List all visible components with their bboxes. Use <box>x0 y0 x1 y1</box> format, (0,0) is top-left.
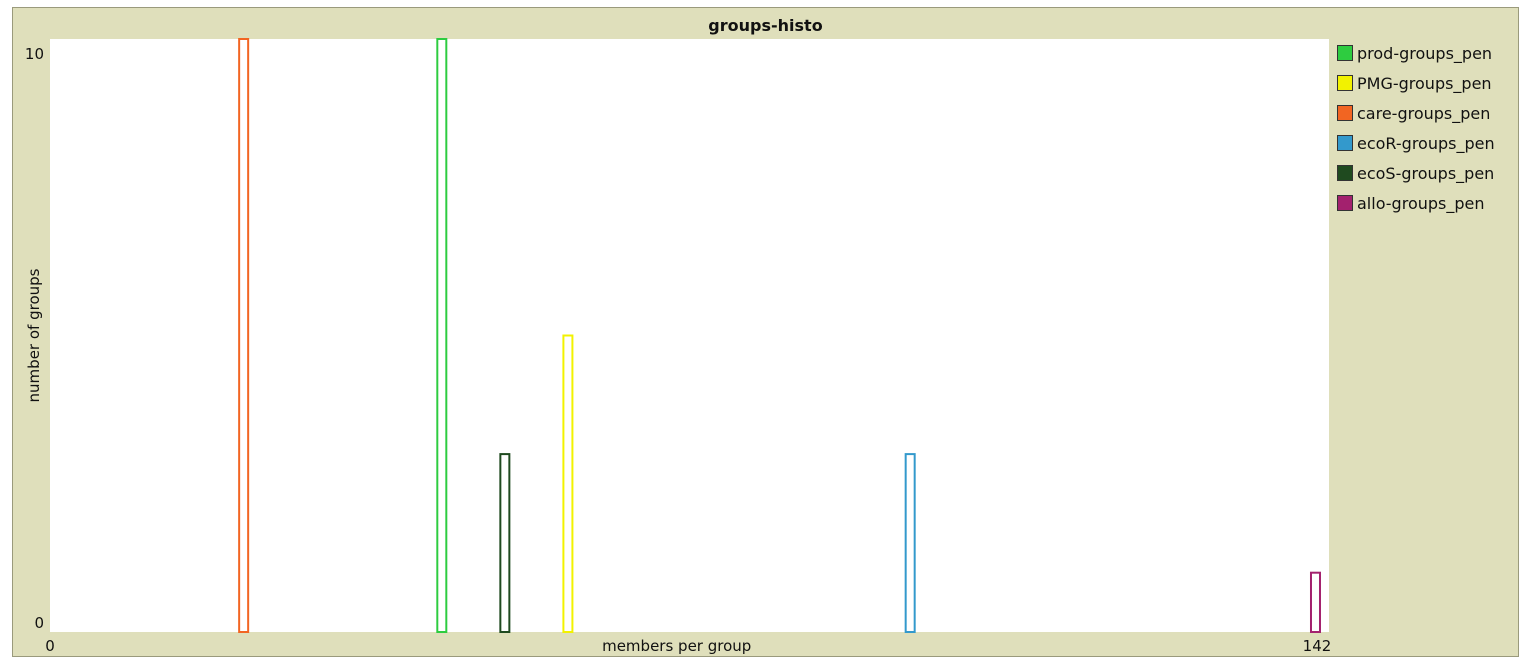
legend-label: ecoR-groups_pen <box>1357 133 1495 153</box>
legend-item: ecoR-groups_pen <box>1337 128 1495 158</box>
y-axis-label: number of groups <box>25 268 43 402</box>
x-axis-label: members per group <box>602 637 751 655</box>
legend-label: care-groups_pen <box>1357 103 1491 123</box>
legend-label: prod-groups_pen <box>1357 43 1493 63</box>
legend-item: PMG-groups_pen <box>1337 68 1495 98</box>
y-tick-label-max: 10 <box>25 45 44 63</box>
legend-item: prod-groups_pen <box>1337 38 1495 68</box>
y-tick-label-min: 0 <box>34 614 44 632</box>
legend-swatch <box>1337 45 1353 61</box>
legend-swatch <box>1337 195 1353 211</box>
bar-ecoR-groups_pen <box>904 453 916 633</box>
bar-care-groups_pen <box>238 38 250 633</box>
legend-swatch <box>1337 135 1353 151</box>
plot-svg: 10 00 142 members per group number of groups <box>25 38 1332 655</box>
legend-label: ecoS-groups_pen <box>1357 163 1495 183</box>
legend-item: ecoS-groups_pen <box>1337 158 1495 188</box>
legend: prod-groups_pen PMG-groups_pen care-groups… <box>1337 38 1495 218</box>
bar-prod-groups_pen <box>436 38 448 633</box>
bar-PMG-groups_pen <box>562 334 574 633</box>
plot-area <box>50 39 1329 632</box>
bar-ecoS-groups_pen <box>499 453 511 633</box>
bar-allo-groups_pen <box>1309 571 1321 634</box>
legend-swatch <box>1337 75 1353 91</box>
legend-swatch <box>1337 105 1353 121</box>
legend-label: allo-groups_pen <box>1357 193 1485 213</box>
legend-item: care-groups_pen <box>1337 98 1495 128</box>
legend-item: allo-groups_pen <box>1337 188 1495 218</box>
x-tick-label-min: 0 <box>45 637 55 655</box>
legend-label: PMG-groups_pen <box>1357 73 1492 93</box>
plot-panel: groups-histo 10 0 0 142 members per group num… <box>12 7 1519 657</box>
chart-title: groups-histo <box>708 16 823 35</box>
x-tick-label-max: 142 <box>1303 637 1332 655</box>
legend-swatch <box>1337 165 1353 181</box>
